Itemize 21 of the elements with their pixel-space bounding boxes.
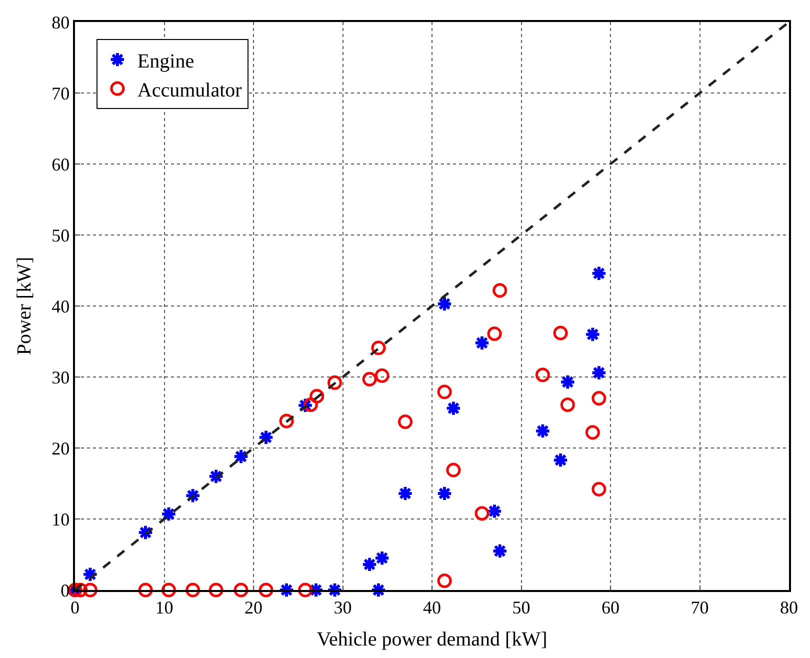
y-tick-label: 30 bbox=[52, 367, 70, 388]
x-tick-label: 30 bbox=[334, 597, 352, 618]
y-tick-label: 40 bbox=[52, 296, 70, 316]
y-tick-label: 60 bbox=[52, 154, 70, 174]
x-tick-label: 10 bbox=[155, 597, 174, 618]
x-axis-title: Vehicle power demand [kW] bbox=[316, 628, 548, 650]
legend-label: Accumulator bbox=[137, 79, 242, 102]
y-tick-label: 0 bbox=[60, 580, 70, 600]
y-tick-label: 20 bbox=[52, 438, 70, 458]
y-tick-label: 10 bbox=[52, 509, 70, 530]
x-tick-label: 20 bbox=[244, 597, 262, 618]
y-tick-label: 80 bbox=[52, 12, 70, 32]
x-tick-label: 50 bbox=[512, 597, 530, 618]
x-tick-label: 80 bbox=[780, 597, 798, 618]
x-tick-label: 60 bbox=[602, 597, 620, 618]
legend-label: Engine bbox=[137, 50, 194, 72]
y-tick-label: 70 bbox=[52, 83, 70, 104]
y-tick-label: 50 bbox=[52, 225, 70, 246]
x-tick-label: 70 bbox=[690, 597, 709, 618]
x-tick-label: 40 bbox=[423, 597, 441, 618]
y-axis-title: Power [kW] bbox=[14, 256, 36, 356]
